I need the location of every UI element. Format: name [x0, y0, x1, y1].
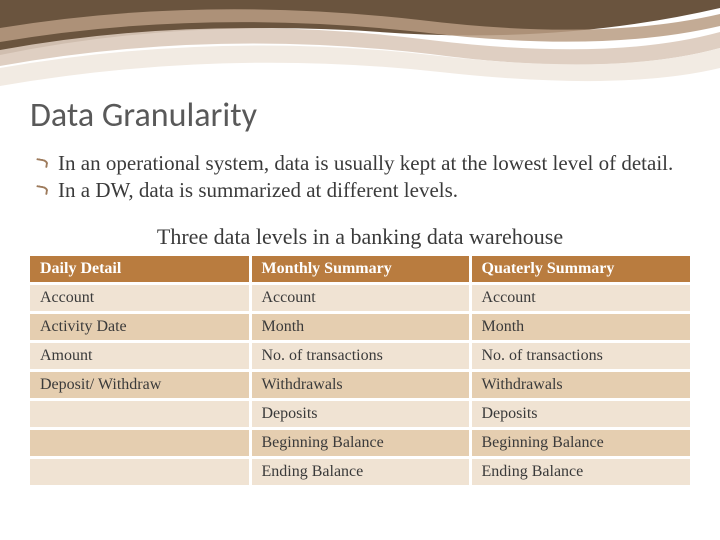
decorative-swoosh — [0, 0, 720, 95]
cell: No. of transactions — [470, 341, 690, 370]
col-header: Quaterly Summary — [470, 256, 690, 284]
cell: Account — [30, 283, 250, 312]
cell: Deposit/ Withdraw — [30, 370, 250, 399]
table-row: Activity Date Month Month — [30, 312, 690, 341]
col-header: Daily Detail — [30, 256, 250, 284]
table-row: Amount No. of transactions No. of transa… — [30, 341, 690, 370]
cell — [30, 428, 250, 457]
cell: Beginning Balance — [470, 428, 690, 457]
table-header-row: Daily Detail Monthly Summary Quaterly Su… — [30, 256, 690, 284]
cell: Amount — [30, 341, 250, 370]
cell: Activity Date — [30, 312, 250, 341]
cell: Beginning Balance — [250, 428, 470, 457]
cell: Ending Balance — [470, 457, 690, 485]
cell: Deposits — [470, 399, 690, 428]
cell: Month — [250, 312, 470, 341]
cell: Ending Balance — [250, 457, 470, 485]
table-row: Deposits Deposits — [30, 399, 690, 428]
cell: Withdrawals — [250, 370, 470, 399]
table-row: Ending Balance Ending Balance — [30, 457, 690, 485]
cell: Month — [470, 312, 690, 341]
cell — [30, 457, 250, 485]
cell — [30, 399, 250, 428]
col-header: Monthly Summary — [250, 256, 470, 284]
cell: Deposits — [250, 399, 470, 428]
table-row: Deposit/ Withdraw Withdrawals Withdrawal… — [30, 370, 690, 399]
granularity-table: Daily Detail Monthly Summary Quaterly Su… — [30, 256, 690, 485]
cell: Withdrawals — [470, 370, 690, 399]
table-row: Account Account Account — [30, 283, 690, 312]
bullet-list: In an operational system, data is usuall… — [36, 150, 690, 204]
cell: Account — [250, 283, 470, 312]
slide-title: Data Granularity — [30, 95, 690, 136]
cell: No. of transactions — [250, 341, 470, 370]
table-row: Beginning Balance Beginning Balance — [30, 428, 690, 457]
slide-content: Data Granularity In an operational syste… — [30, 95, 690, 485]
bullet-item: In a DW, data is summarized at different… — [36, 177, 690, 204]
cell: Account — [470, 283, 690, 312]
table-subheading: Three data levels in a banking data ware… — [30, 224, 690, 250]
bullet-item: In an operational system, data is usuall… — [36, 150, 690, 177]
